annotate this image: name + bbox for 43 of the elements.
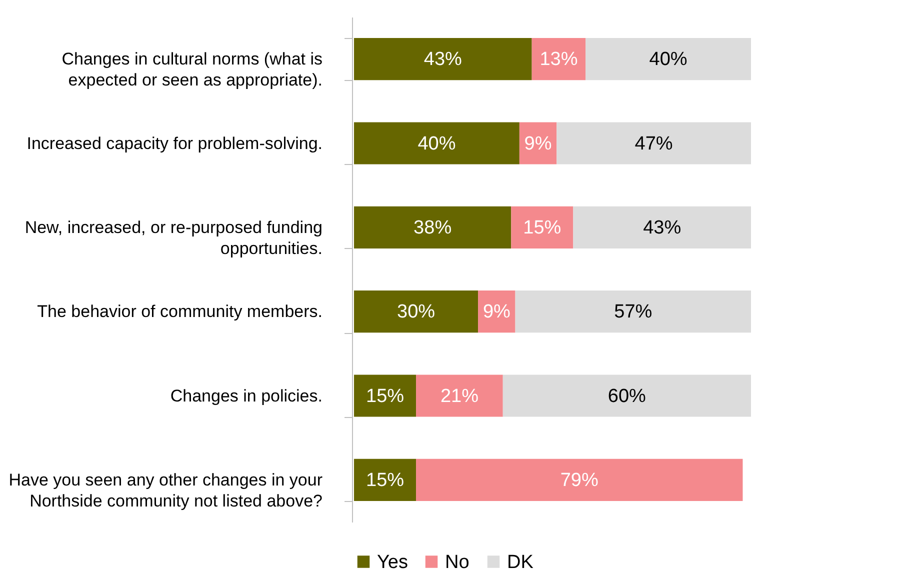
bar — [354, 290, 478, 333]
bar — [511, 206, 574, 248]
data-label: 13% — [540, 49, 578, 70]
data-label: 15% — [523, 217, 562, 238]
bar — [519, 122, 557, 164]
data-label: 9% — [524, 133, 552, 154]
bar — [354, 374, 416, 417]
bar — [354, 458, 416, 501]
y-tick-label: The behavior of community members. — [37, 302, 322, 322]
bar — [556, 122, 751, 164]
bar — [416, 458, 743, 501]
data-label: 15% — [366, 470, 404, 491]
data-label: 40% — [418, 133, 456, 154]
data-label: 79% — [560, 470, 598, 491]
legend-label: DK — [507, 552, 534, 571]
data-label: 43% — [424, 49, 462, 70]
data-label: 60% — [608, 386, 646, 407]
y-tick-label: New, increased, or re-purposed funding opportunities. — [24, 218, 322, 258]
y-tick-label: Increased capacity for problem-solving. — [26, 134, 322, 153]
legend-label: No — [445, 552, 470, 571]
bar — [573, 206, 751, 248]
data-label: 57% — [614, 302, 652, 323]
bar — [532, 38, 586, 80]
data-label: 43% — [643, 217, 682, 238]
data-label: 21% — [440, 386, 479, 407]
bar — [586, 38, 751, 80]
bar — [416, 374, 503, 417]
bar — [478, 290, 516, 333]
y-tick-label: Changes in policies. — [170, 386, 322, 406]
data-label: 47% — [634, 133, 673, 154]
y-tick-label: Have you seen any other changes in your Northside community not listed above? — [8, 470, 323, 510]
bar — [354, 206, 512, 248]
data-label: 15% — [366, 386, 404, 407]
data-label: 30% — [397, 302, 436, 323]
bar — [354, 122, 520, 164]
data-label: 40% — [649, 49, 688, 70]
data-label: 9% — [482, 302, 511, 323]
bar — [354, 38, 532, 80]
y-tick-label: Changes in cultural norms (what is expected or seen as appropriate). — [62, 50, 322, 90]
data-label: 38% — [414, 217, 452, 238]
legend-label: Yes — [377, 552, 408, 571]
bar — [515, 290, 751, 333]
bar — [502, 374, 751, 417]
